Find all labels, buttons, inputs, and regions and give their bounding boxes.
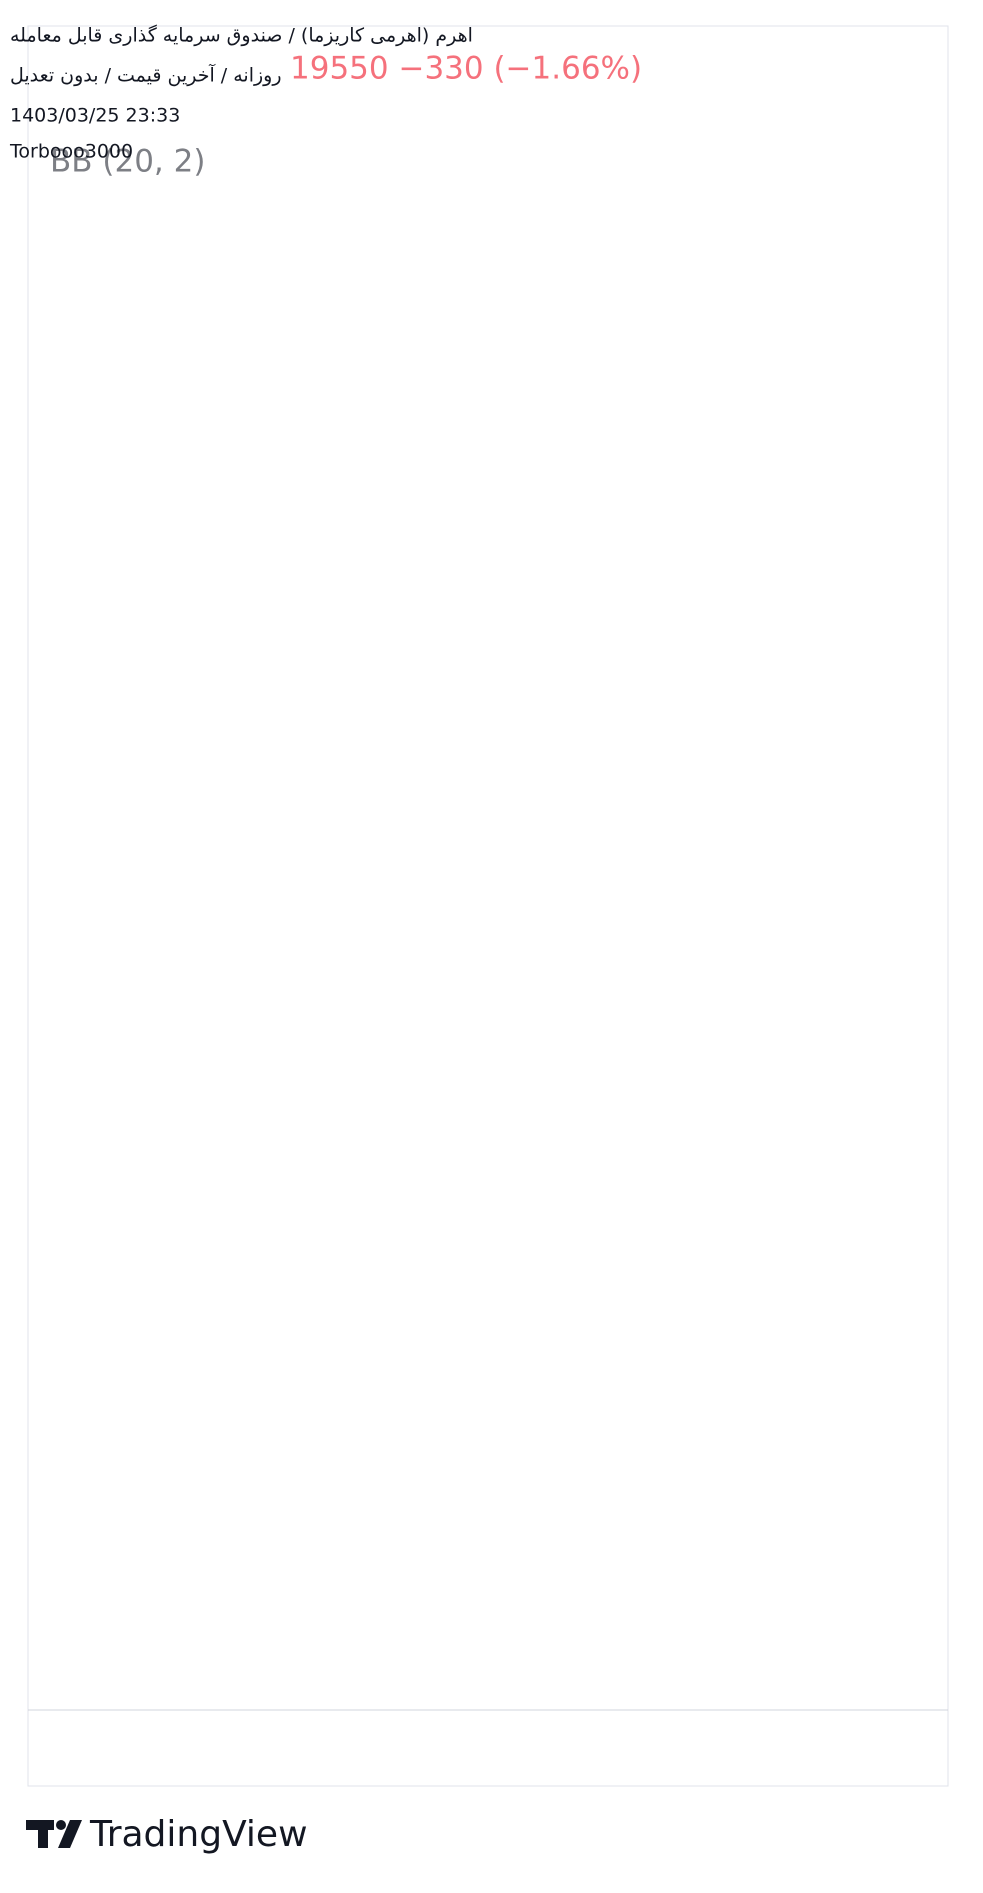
frame [27,25,949,1787]
brand-logo [26,1820,82,1848]
subtitle: روزانه / آخرین قیمت / بدون تعدیل [10,63,282,87]
indicator-label: BB (20, 2) [50,144,205,180]
author: Torbooo3000 [9,141,133,163]
change-text: 19550 −330 (−1.66%) [290,51,642,87]
timestamp: 1403/03/25 23:33 [10,105,180,127]
title: اهرم (اهرمی کاریزما) / صندوق سرمایه گذار… [10,24,473,47]
brand: TradingView [89,1814,308,1855]
